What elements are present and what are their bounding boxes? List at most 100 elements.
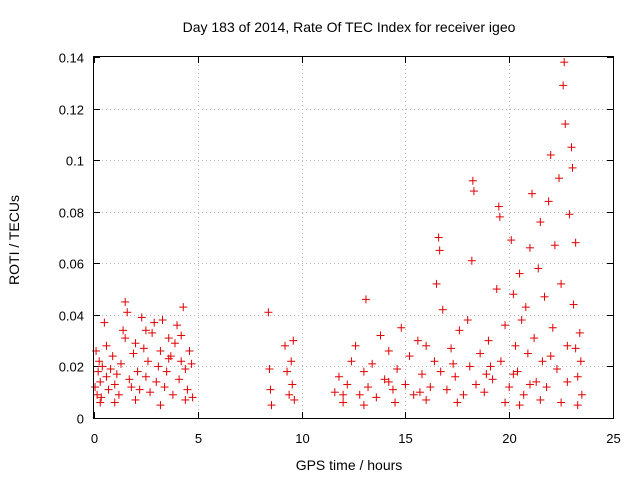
data-point	[339, 390, 348, 399]
data-point	[154, 362, 163, 371]
data-point	[563, 377, 572, 386]
data-point	[133, 367, 142, 376]
data-point	[135, 385, 144, 394]
data-point	[507, 236, 516, 245]
data-point	[156, 401, 165, 410]
data-point	[121, 297, 130, 306]
data-point	[347, 357, 356, 366]
data-point	[108, 352, 117, 361]
data-point	[530, 334, 539, 343]
y-tick-label: 0.06	[59, 257, 84, 272]
data-point	[131, 339, 140, 348]
data-point	[288, 380, 297, 389]
data-point	[104, 385, 113, 394]
data-point	[96, 377, 105, 386]
data-point	[334, 372, 343, 381]
data-point	[152, 377, 161, 386]
data-point	[463, 316, 472, 325]
data-point	[368, 359, 377, 368]
data-point	[175, 375, 184, 384]
data-point	[116, 359, 125, 368]
data-point	[380, 375, 389, 384]
data-point	[100, 318, 109, 327]
data-point	[555, 174, 564, 183]
data-point	[465, 362, 474, 371]
data-point	[106, 365, 115, 374]
data-point	[119, 326, 128, 335]
data-point	[129, 349, 138, 358]
chart-title: Day 183 of 2014, Rate Of TEC Index for r…	[183, 19, 516, 35]
data-point	[361, 295, 370, 304]
data-point	[509, 290, 518, 299]
data-point	[552, 365, 561, 374]
data-point	[164, 334, 173, 343]
data-point	[515, 401, 524, 410]
data-point	[422, 341, 431, 350]
data-point	[139, 344, 148, 353]
x-tick-label: 20	[502, 431, 516, 446]
data-point	[536, 395, 545, 404]
data-point	[486, 362, 495, 371]
data-point	[143, 357, 152, 366]
data-point	[557, 279, 566, 288]
y-tick-label: 0.14	[59, 51, 84, 66]
data-point	[495, 212, 504, 221]
data-point	[501, 321, 510, 330]
data-point	[91, 383, 100, 392]
data-point	[532, 377, 541, 386]
data-point	[436, 367, 445, 376]
y-tick-label: 0	[77, 412, 84, 427]
data-point	[563, 341, 572, 350]
data-point	[501, 398, 510, 407]
data-point	[575, 328, 584, 337]
data-point	[568, 163, 577, 172]
data-point	[571, 344, 580, 353]
data-point	[494, 202, 503, 211]
data-point	[141, 372, 150, 381]
data-point	[525, 380, 534, 389]
data-point	[181, 365, 190, 374]
data-point	[283, 367, 292, 376]
data-point	[534, 264, 543, 273]
data-point	[542, 383, 551, 392]
data-point	[435, 246, 444, 255]
data-point	[569, 300, 578, 309]
data-point	[158, 316, 167, 325]
data-point	[267, 401, 276, 410]
data-point	[525, 243, 534, 252]
data-point	[413, 336, 422, 345]
data-point	[567, 143, 576, 152]
data-point	[517, 316, 526, 325]
plot-frame	[93, 56, 614, 419]
data-point	[480, 388, 489, 397]
data-point	[266, 385, 275, 394]
data-point	[573, 401, 582, 410]
data-point	[442, 385, 451, 394]
data-point	[170, 339, 179, 348]
data-point	[146, 388, 155, 397]
data-point	[523, 349, 532, 358]
x-tick-label: 15	[398, 431, 412, 446]
data-point	[125, 375, 134, 384]
data-point	[162, 367, 171, 376]
data-point	[519, 390, 528, 399]
data-point	[432, 279, 441, 288]
data-point	[123, 308, 132, 317]
data-point	[150, 318, 159, 327]
data-point	[546, 150, 555, 159]
data-point	[438, 305, 447, 314]
data-point	[177, 331, 186, 340]
y-tick-label: 0.04	[59, 309, 84, 324]
data-point	[264, 308, 273, 317]
data-point	[492, 285, 501, 294]
data-point	[559, 81, 568, 90]
data-point	[96, 398, 105, 407]
data-point	[121, 334, 130, 343]
y-axis-label: ROTI / TECUs	[6, 195, 22, 285]
data-point	[393, 365, 402, 374]
data-point	[376, 331, 385, 340]
data-point	[110, 380, 119, 389]
data-point	[187, 359, 196, 368]
data-point	[97, 393, 106, 402]
data-point	[459, 390, 468, 399]
